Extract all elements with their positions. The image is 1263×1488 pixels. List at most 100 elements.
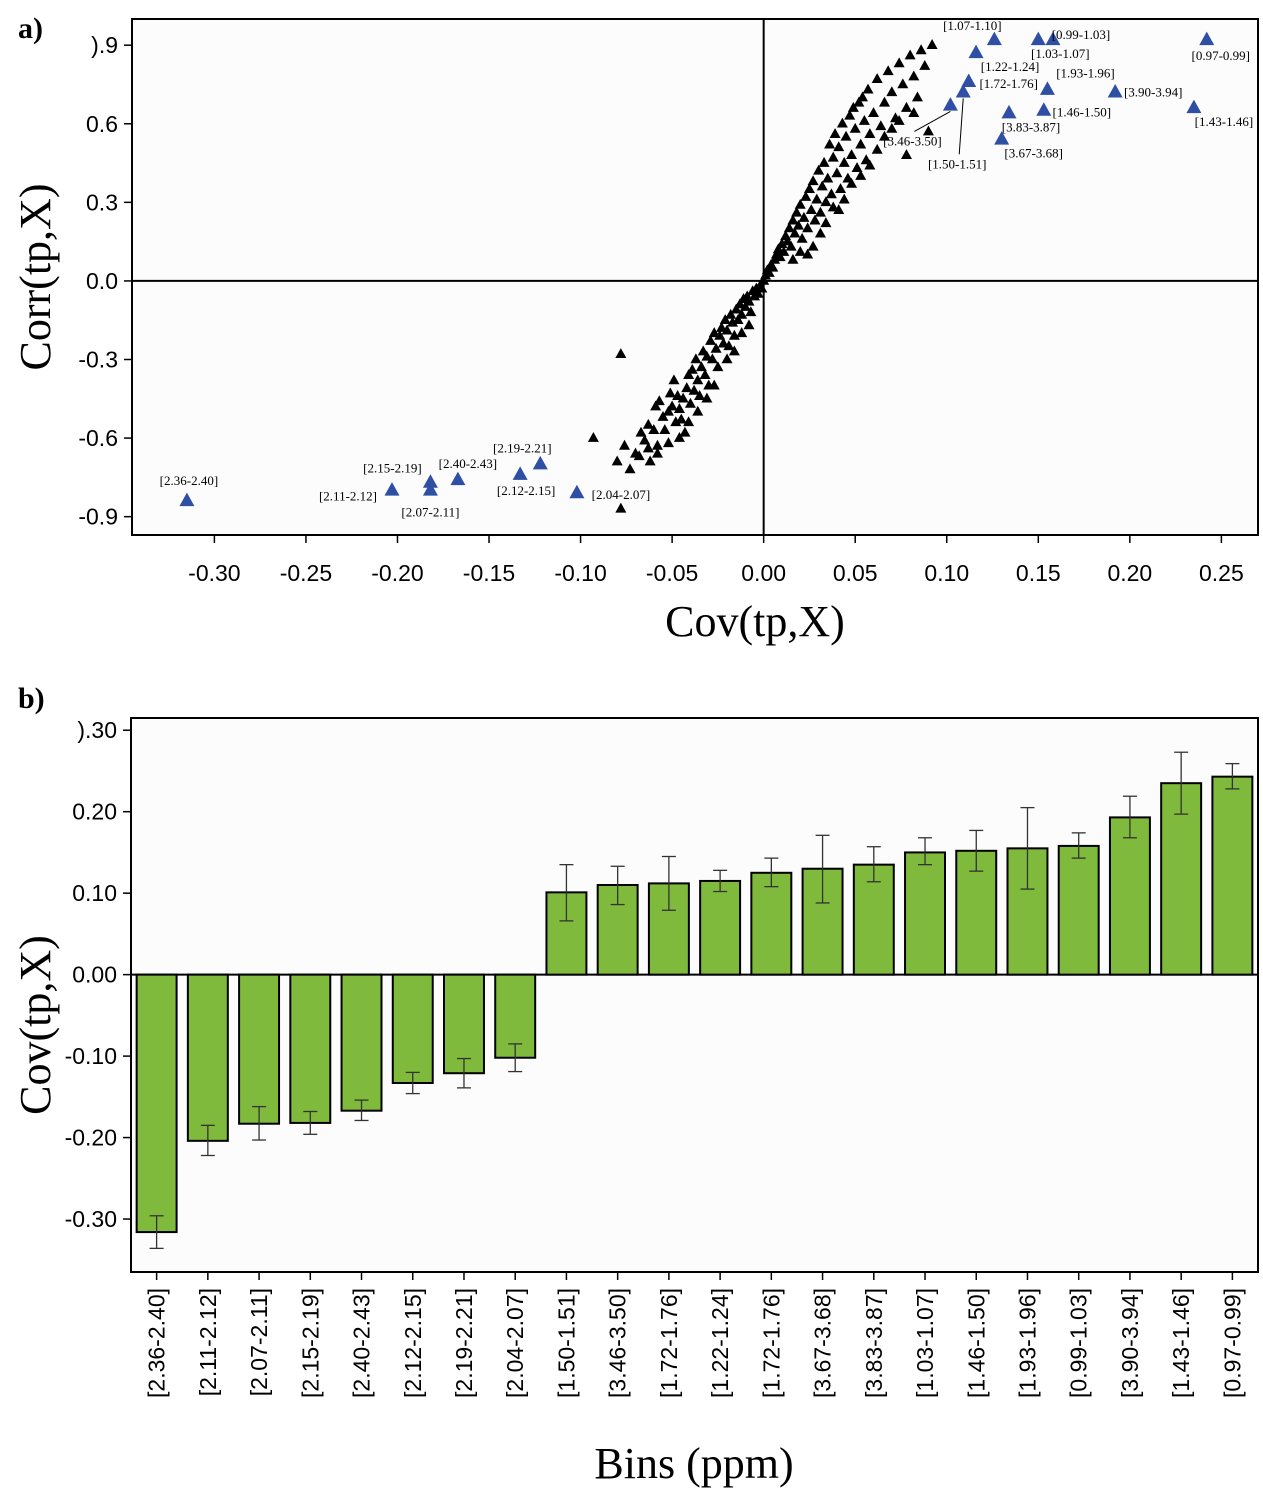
point-annotation: [2.19-2.21] xyxy=(493,440,552,455)
data-point xyxy=(725,308,737,319)
x-tick-label: -0.20 xyxy=(371,560,423,586)
highlighted-point xyxy=(1039,81,1055,95)
panel-a-plot-area xyxy=(131,18,1259,536)
data-point xyxy=(904,49,916,60)
data-point xyxy=(857,91,869,102)
panel-a-x-axis-title: Cov(tp,X) xyxy=(665,597,845,646)
data-point xyxy=(871,143,883,154)
data-point xyxy=(624,463,636,474)
data-point xyxy=(743,295,755,306)
data-point xyxy=(851,162,863,173)
panel-a-y-axis-title: Corr(tp,X) xyxy=(11,184,60,371)
data-point xyxy=(827,151,839,162)
data-point xyxy=(664,387,676,398)
data-point xyxy=(919,60,931,70)
data-point xyxy=(732,314,744,324)
data-point xyxy=(683,369,695,379)
data-point xyxy=(699,369,711,379)
panel-b-x-ticks: [2.36-2.40] [2.11-2.12] [2.07-2.11] [2.15-2… xyxy=(144,1272,1245,1398)
highlighted-point xyxy=(942,97,958,111)
highlighted-point xyxy=(1186,99,1202,114)
data-point xyxy=(716,321,728,332)
data-point xyxy=(734,298,746,309)
highlighted-point xyxy=(422,482,438,496)
data-point xyxy=(820,196,832,207)
point-annotation: [2.12-2.15] xyxy=(497,483,556,498)
x-tick-label: -0.30 xyxy=(188,560,240,586)
data-point xyxy=(807,175,819,186)
data-point xyxy=(802,248,814,259)
data-point xyxy=(763,266,775,277)
data-point xyxy=(875,120,887,131)
x-tick-label: [2.07-2.11] xyxy=(246,1288,272,1396)
data-point xyxy=(681,382,693,393)
y-tick-label: ).9 xyxy=(91,32,118,58)
highlighted-point xyxy=(450,471,466,486)
data-point xyxy=(701,392,713,403)
data-point xyxy=(794,245,806,256)
data-point xyxy=(767,261,779,272)
y-tick-label: -0.9 xyxy=(78,504,118,530)
x-tick-label: -0.05 xyxy=(646,560,698,586)
data-point xyxy=(838,156,850,167)
data-point xyxy=(798,211,810,222)
data-point xyxy=(743,319,755,330)
data-point xyxy=(752,287,764,298)
data-point xyxy=(864,159,876,170)
data-point xyxy=(728,345,740,356)
point-annotation: [3.46-3.50] xyxy=(883,133,942,148)
data-point xyxy=(791,206,803,217)
data-point xyxy=(615,502,627,513)
highlighted-point xyxy=(1030,31,1046,46)
data-point xyxy=(864,128,876,139)
highlighted-point xyxy=(1199,31,1215,46)
data-point xyxy=(721,324,733,335)
data-point xyxy=(651,439,663,450)
data-point xyxy=(778,245,790,256)
data-point xyxy=(900,149,912,159)
data-point xyxy=(692,405,704,416)
highlighted-point xyxy=(968,44,984,59)
x-tick-label: 0.00 xyxy=(741,560,786,586)
point-annotation: [1.50-1.51] xyxy=(928,156,987,171)
y-tick-label: -0.6 xyxy=(78,425,118,451)
data-point xyxy=(659,424,671,434)
data-point xyxy=(840,130,852,141)
data-point xyxy=(721,353,733,364)
data-point xyxy=(675,413,687,424)
highlighted-point xyxy=(1045,31,1061,46)
bar xyxy=(1211,775,1254,976)
data-point xyxy=(706,353,718,364)
data-point xyxy=(619,439,631,450)
data-point xyxy=(783,222,795,233)
data-point xyxy=(653,395,665,406)
panel-a-points xyxy=(587,39,938,513)
panel-b-bars xyxy=(131,751,1258,1250)
data-point xyxy=(846,177,858,188)
x-tick-label: [2.19-2.21] xyxy=(451,1288,477,1398)
panel-a-x-ticks: -0.30 -0.25 -0.20 -0.15 -0.10 -0.05 0.00 0.05 0.… xyxy=(188,535,1244,586)
data-point xyxy=(686,363,698,374)
data-point xyxy=(672,390,684,400)
point-annotation: [2.04-2.07] xyxy=(592,487,651,502)
data-point xyxy=(708,327,720,338)
data-point xyxy=(862,83,874,94)
data-point xyxy=(679,426,691,437)
data-point xyxy=(789,227,801,238)
data-point xyxy=(730,303,742,314)
data-point xyxy=(736,308,748,319)
highlighted-point xyxy=(569,484,585,499)
x-tick-label: -0.15 xyxy=(463,560,515,586)
highlighted-point xyxy=(532,455,548,470)
data-point xyxy=(683,416,695,427)
bar xyxy=(1108,816,1151,976)
data-point xyxy=(684,397,696,408)
x-tick-label: [3.67-3.68] xyxy=(810,1288,836,1398)
x-tick-label: -0.10 xyxy=(554,560,606,586)
x-tick-label: [1.72-1.76] xyxy=(758,1288,784,1398)
data-point xyxy=(796,232,808,243)
point-annotation: [1.93-1.96] xyxy=(1056,66,1115,81)
bar xyxy=(699,879,742,976)
data-point xyxy=(800,190,812,201)
data-point xyxy=(825,188,837,199)
